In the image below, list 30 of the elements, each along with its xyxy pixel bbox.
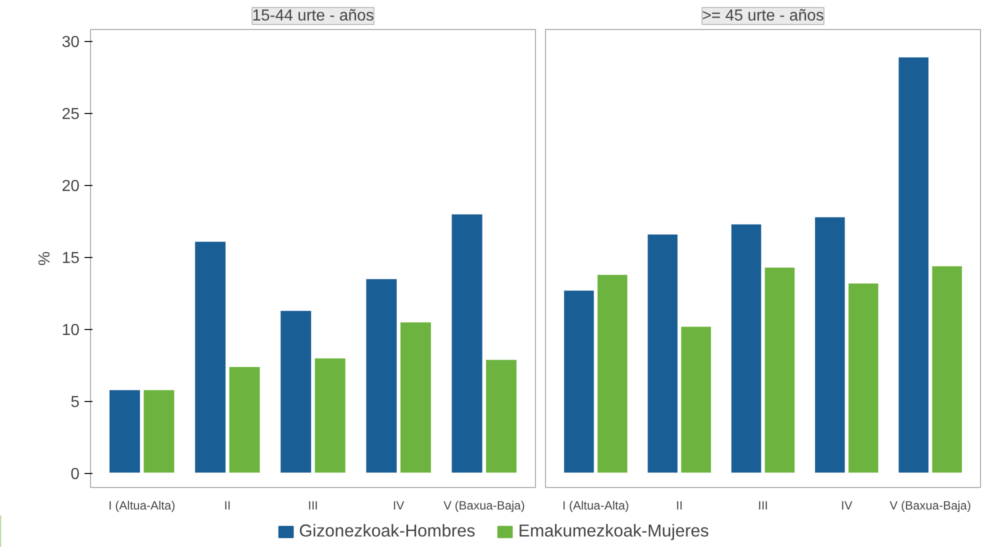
y-tick-label: 15 xyxy=(62,250,80,268)
bar xyxy=(365,278,398,474)
y-axis-title: % xyxy=(36,251,54,266)
legend-label: Emakumezkoak-Mujeres xyxy=(518,520,709,542)
y-tick-label: 20 xyxy=(62,178,80,196)
x-tick-label: I (Altua-Alta) xyxy=(562,498,630,512)
bar xyxy=(764,266,796,474)
x-tick-label: IV xyxy=(840,498,852,512)
y-tick-label: 0 xyxy=(70,466,80,484)
x-tick-label: V (Baxua-Baja) xyxy=(443,498,525,512)
y-tick-label: 5 xyxy=(70,394,80,412)
bar xyxy=(399,321,432,474)
x-tick-label: V (Baxua-Baja) xyxy=(890,498,971,512)
bar xyxy=(280,310,312,474)
y-tick-label: 30 xyxy=(62,34,80,52)
bar xyxy=(314,357,346,474)
x-tick-label: IV xyxy=(392,498,404,512)
chart-title: 15-44 urte - años xyxy=(252,8,374,24)
bar xyxy=(730,223,762,474)
x-tick-label: III xyxy=(308,498,318,512)
legend-label: Gizonezkoak-Hombres xyxy=(299,520,476,542)
bar xyxy=(194,240,227,474)
chart-title: >= 45 urte - años xyxy=(702,8,824,24)
x-tick-label: I (Altua-Alta) xyxy=(108,498,176,512)
bar xyxy=(228,366,261,474)
y-tick-label: 25 xyxy=(62,106,80,124)
x-tick-label: III xyxy=(758,498,768,512)
y-tick-label: 10 xyxy=(62,322,80,340)
x-tick-label: II xyxy=(676,498,683,512)
x-tick-label: II xyxy=(224,498,231,512)
